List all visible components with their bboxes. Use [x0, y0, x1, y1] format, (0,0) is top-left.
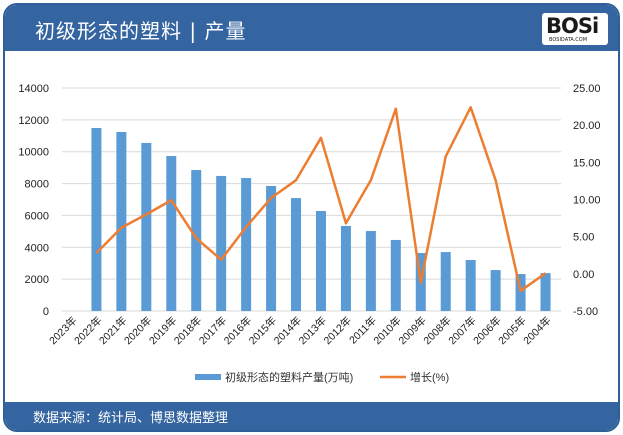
bar: [266, 185, 277, 311]
right-axis-tick: 0.00: [573, 269, 594, 281]
bar: [191, 170, 202, 311]
left-axis-tick: 8000: [25, 179, 49, 191]
footer-bar: 数据来源：统计局、博思数据整理: [5, 402, 618, 430]
right-axis-tick: 10.00: [573, 195, 601, 207]
legend-bar-label: 初级形态的塑料产量(万吨): [225, 370, 353, 384]
bar: [515, 274, 526, 311]
bar: [315, 210, 326, 311]
x-axis-label: 2012年: [321, 314, 354, 347]
right-axis-tick: 5.00: [573, 232, 594, 244]
bar: [141, 142, 152, 311]
logo-text: BOSi: [546, 14, 599, 38]
left-axis-tick: 0: [43, 306, 49, 318]
left-axis-tick: 10000: [18, 147, 49, 159]
right-axis-tick: -5.00: [573, 306, 598, 318]
logo-subtext: BOSIDATA.COM: [549, 37, 588, 43]
data-source: 数据来源：统计局、博思数据整理: [33, 411, 229, 426]
chart-title: 初级形态的塑料 | 产量: [35, 19, 247, 43]
legend-bar-swatch: [195, 374, 221, 380]
right-axis-tick: 25.00: [573, 83, 601, 95]
legend-line-label: 增长(%): [410, 370, 449, 384]
left-axis-tick: 14000: [18, 83, 49, 95]
header-bar: 初级形态的塑料 | 产量 BOSi BOSIDATA.COM: [5, 5, 618, 51]
x-axis-label: 2004年: [521, 314, 554, 347]
bar: [340, 225, 351, 311]
growth-line: [95, 106, 547, 293]
bar: [390, 239, 401, 311]
chart-frame: 初级形态的塑料 | 产量 BOSi BOSIDATA.COM 0 2000 4000…: [3, 3, 620, 432]
bar: [291, 198, 302, 311]
left-axis-tick: 2000: [25, 274, 49, 286]
bar: [91, 127, 102, 311]
bar: [166, 156, 177, 311]
left-axis-tick: 6000: [25, 210, 49, 222]
left-axis-tick: 4000: [25, 242, 49, 254]
bar: [116, 131, 127, 311]
bar: [465, 260, 476, 311]
left-axis-tick: 12000: [18, 115, 49, 127]
bar: [365, 231, 376, 311]
bar: [241, 177, 252, 311]
chart-plot: 0 2000 4000 6000 8000 10000 12000 14000 -5.00 0.0…: [18, 83, 601, 384]
right-axis-tick: 20.00: [573, 120, 601, 132]
bar: [216, 175, 227, 311]
bar: [440, 252, 451, 311]
bar: [490, 270, 501, 311]
right-axis-tick: 15.00: [573, 157, 601, 169]
bosi-logo: BOSi BOSIDATA.COM: [542, 13, 608, 45]
bar: [540, 273, 551, 311]
